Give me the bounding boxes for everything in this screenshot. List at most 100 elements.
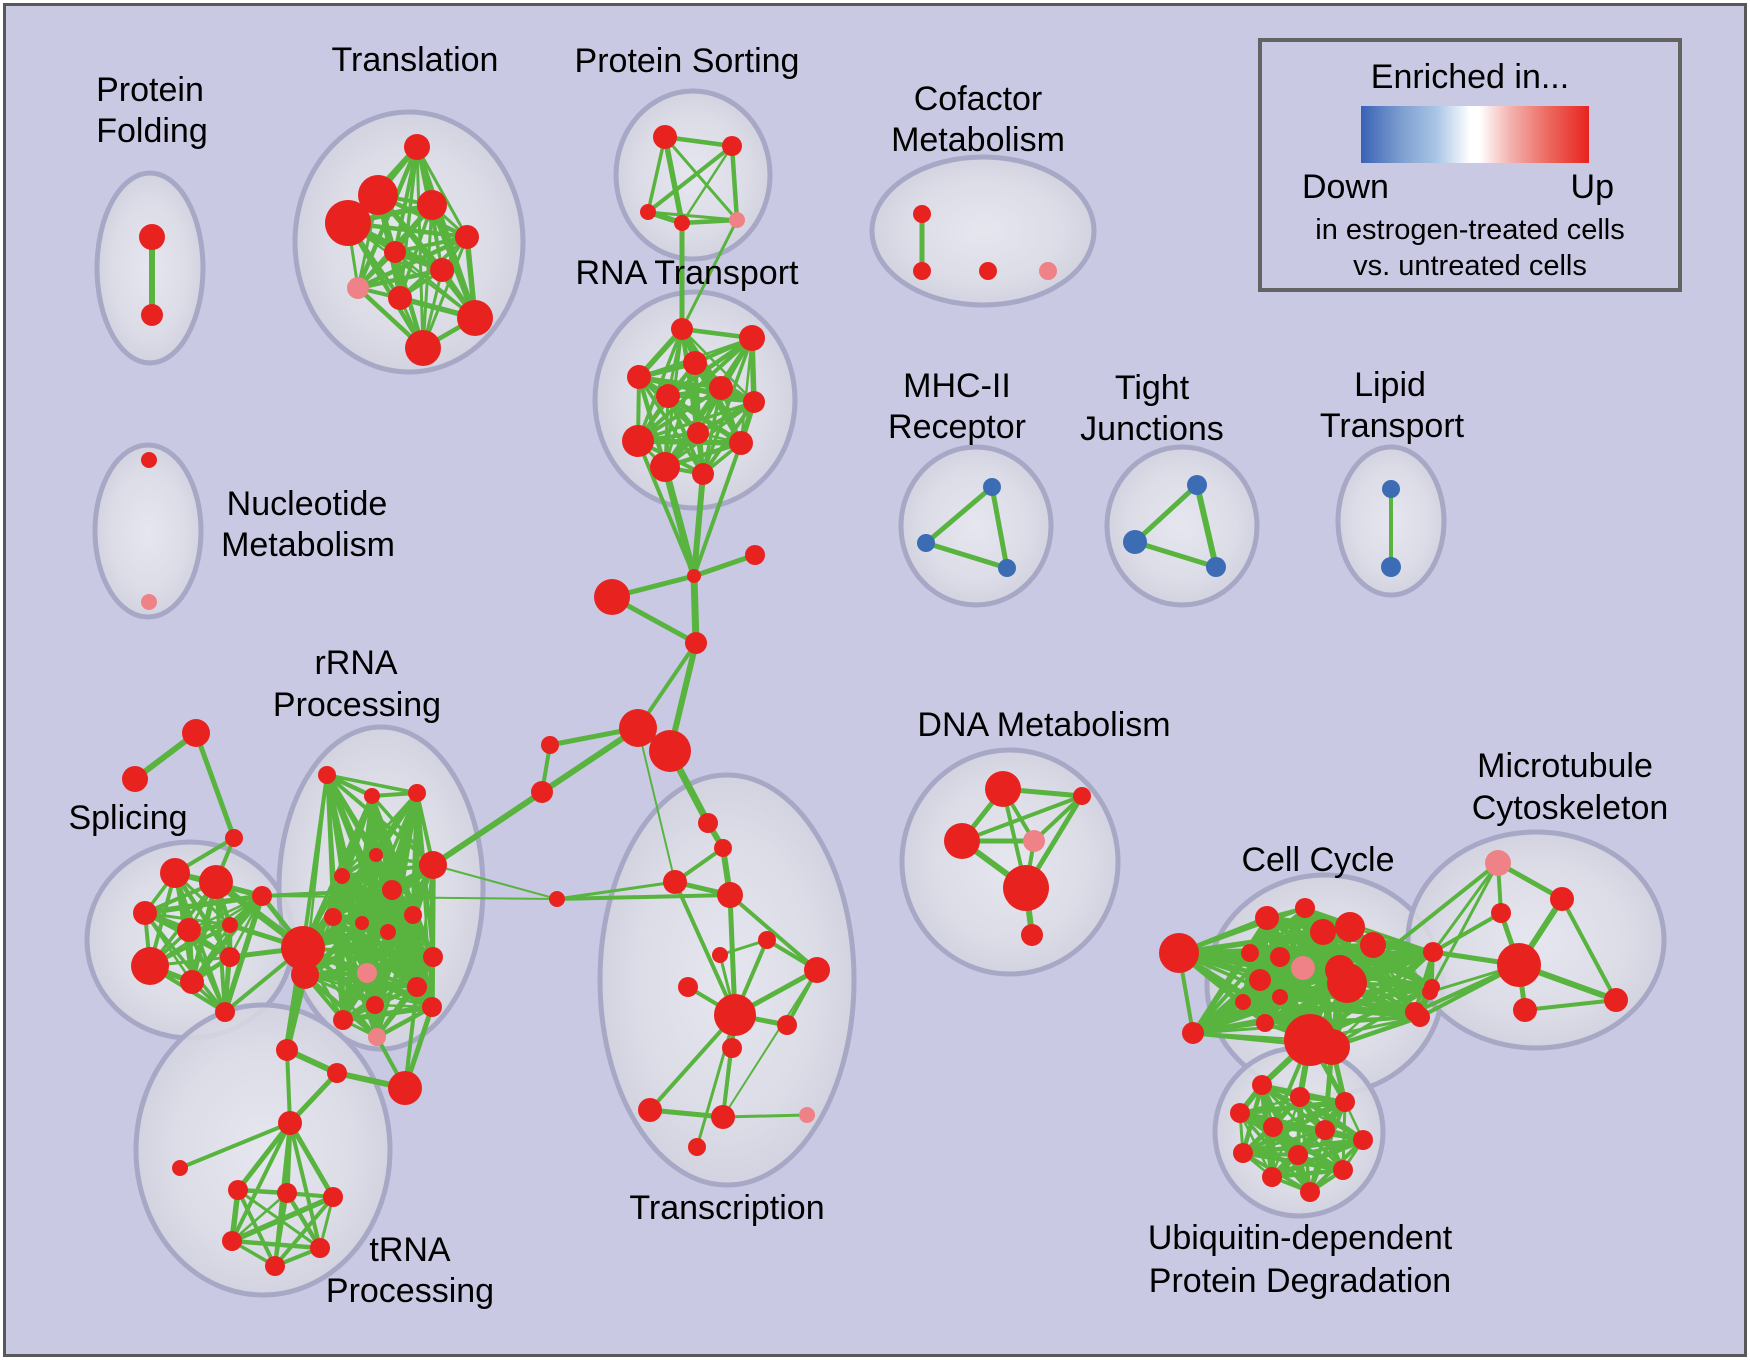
enrichment-overlap-edge <box>1330 985 1434 1049</box>
gene-set-node <box>355 916 369 930</box>
gene-set-node <box>180 970 204 994</box>
enrichment-overlap-edge <box>662 134 685 226</box>
gene-set-node <box>1241 944 1259 962</box>
gene-set-node <box>1333 1160 1353 1180</box>
gene-set-node <box>622 425 654 457</box>
gene-set-node <box>182 719 210 747</box>
enrichment-overlap-edge <box>331 915 345 1022</box>
gene-set-node <box>671 318 693 340</box>
enrichment-overlap-edge <box>355 144 420 291</box>
gene-set-node <box>281 926 325 970</box>
cluster-label-nucleotide: Nucleotide <box>227 485 388 523</box>
gene-set-node <box>1272 989 1288 1005</box>
cluster-label-translation: Translation <box>332 41 499 79</box>
enrichment-overlap-edge <box>346 221 477 320</box>
gene-set-node <box>979 262 997 280</box>
legend-subtitle-line1: in estrogen-treated cells <box>1315 214 1625 246</box>
gene-set-node <box>172 1160 188 1176</box>
gene-set-node <box>404 906 422 924</box>
gene-set-node <box>541 736 559 754</box>
enrichment-overlap-edge <box>729 143 740 223</box>
gene-set-node <box>674 215 690 231</box>
cluster-label-tight: Tight <box>1115 369 1190 407</box>
enrichment-overlap-edge <box>680 144 734 225</box>
cluster-label-rna_transport: RNA Transport <box>576 254 800 292</box>
gene-set-node <box>714 839 732 857</box>
enrichment-overlap-edge <box>679 217 740 226</box>
gene-set-node <box>985 771 1021 807</box>
gene-set-node <box>1233 1143 1253 1163</box>
gene-set-node <box>1230 1103 1250 1123</box>
gene-set-node <box>430 258 454 282</box>
enrichment-overlap-edge <box>691 471 706 579</box>
enrichment-overlap-edge <box>1431 861 1500 954</box>
gene-set-node <box>913 205 931 223</box>
gene-set-node <box>1182 1022 1204 1044</box>
gene-set-node <box>1003 865 1049 911</box>
enrichment-overlap-edge <box>663 135 739 222</box>
gene-set-node <box>712 947 728 963</box>
gene-set-node <box>325 200 371 246</box>
enrichment-overlap-edge <box>1413 950 1435 1014</box>
cluster-label-mhc: MHC-II <box>903 367 1011 405</box>
enrichment-overlap-edge <box>421 203 434 350</box>
gene-set-node <box>709 376 733 400</box>
gene-set-node <box>663 870 687 894</box>
gene-set-node <box>758 931 776 949</box>
enrichment-overlap-edge <box>636 400 756 443</box>
cluster-label-mhc: Receptor <box>888 408 1026 446</box>
gene-set-node <box>804 957 830 983</box>
gene-set-node <box>1249 969 1271 991</box>
gene-set-node <box>1422 984 1438 1000</box>
legend-up-label: Up <box>1570 168 1614 206</box>
gene-set-node <box>1255 906 1279 930</box>
gene-set-node <box>1290 1087 1310 1107</box>
gene-set-node <box>408 784 426 802</box>
gene-set-node <box>1073 787 1091 805</box>
enrichment-overlap-edge <box>235 1120 293 1193</box>
gene-set-node <box>1295 898 1315 918</box>
gene-set-node <box>215 1002 235 1022</box>
enrichment-overlap-edge <box>923 540 1010 571</box>
enrichment-overlap-edge <box>340 863 435 878</box>
enrichment-overlap-edge <box>429 202 478 321</box>
gene-set-node <box>649 730 691 772</box>
enrichment-overlap-edge <box>230 1191 289 1243</box>
gene-set-node <box>310 1238 330 1258</box>
enrichment-overlap-edge <box>648 1013 737 1112</box>
enrichment-overlap-edge <box>365 955 435 975</box>
gene-set-node <box>455 225 479 249</box>
enrichment-overlap-edge <box>989 484 1010 571</box>
enrichment-overlap-edge <box>728 893 819 972</box>
gene-set-node <box>1159 933 1199 973</box>
enrichment-overlap-edge <box>1523 998 1618 1012</box>
gene-set-node <box>291 961 319 989</box>
enrichment-overlap-edge <box>355 267 445 291</box>
gene-set-node <box>388 286 412 310</box>
enrichment-overlap-edge <box>415 145 469 239</box>
gene-set-node <box>1263 1117 1283 1137</box>
enrichment-overlap-edge <box>635 438 744 446</box>
gene-set-node <box>913 262 931 280</box>
enrichment-overlap-edge <box>636 327 684 443</box>
gene-set-node <box>1187 475 1207 495</box>
gene-set-node <box>364 788 380 804</box>
gene-set-node <box>1300 1182 1320 1202</box>
enrichment-overlap-edge <box>690 572 700 647</box>
enrichment-overlap-edge <box>341 955 435 1022</box>
enrichment-overlap-edge <box>680 218 739 331</box>
enrichment-overlap-edge <box>1191 951 1252 1035</box>
enrichment-overlap-edge <box>1269 1137 1366 1180</box>
gene-set-node <box>333 1010 353 1030</box>
enrichment-overlap-edge <box>1132 539 1219 570</box>
gene-set-node <box>141 594 157 610</box>
gene-set-node <box>729 212 745 228</box>
gene-set-node <box>714 994 756 1036</box>
cluster-ellipse-nucleotide <box>92 442 204 620</box>
enrichment-overlap-edge <box>374 1004 435 1040</box>
gene-set-node <box>380 924 396 940</box>
enrichment-overlap-edge <box>722 969 818 1118</box>
enrichment-overlap-edge <box>673 880 737 1017</box>
enrichment-overlap-edge <box>148 894 264 968</box>
cluster-label-trna: tRNA <box>369 1231 451 1269</box>
